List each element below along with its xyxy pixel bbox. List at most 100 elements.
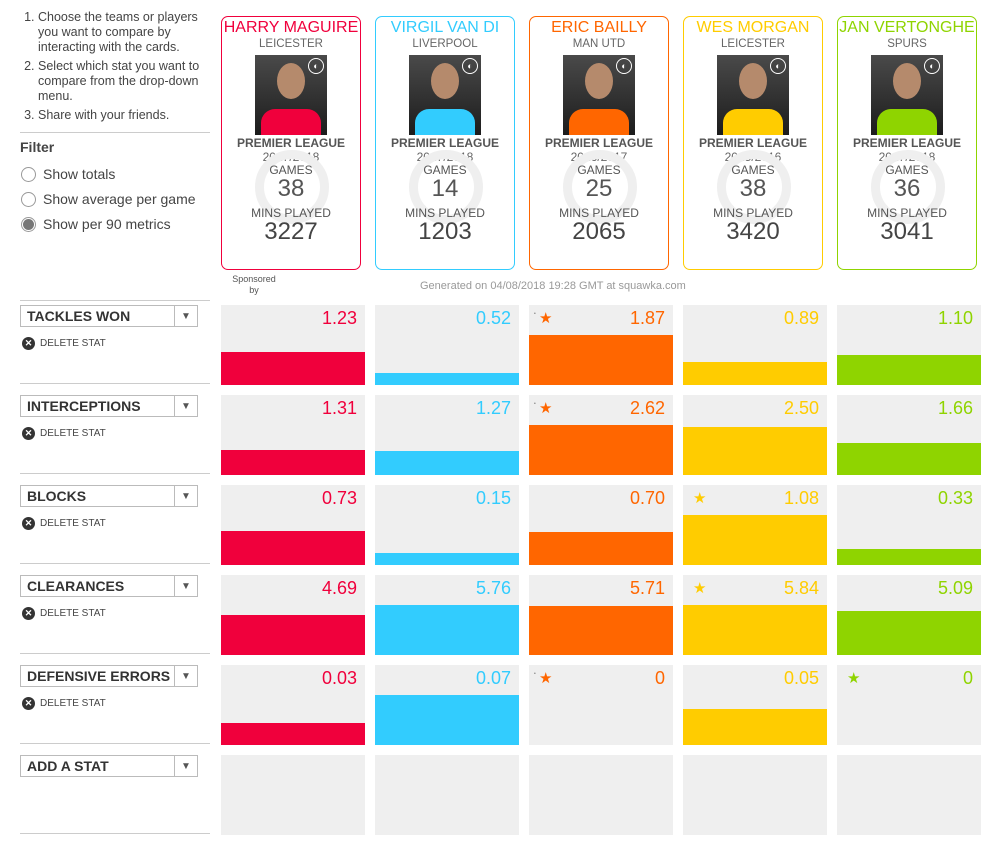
radio-button[interactable] (21, 166, 36, 182)
player-card[interactable]: WES MORGAN LEICESTER ◐ PREMIER LEAGUE 2015/2… (683, 16, 823, 270)
player-photo-icon: ◐ (409, 55, 481, 135)
chevron-down-icon[interactable]: ▼ (174, 396, 197, 416)
chevron-down-icon[interactable]: ▼ (174, 666, 197, 686)
player-league: PREMIER LEAGUE (544, 136, 653, 150)
empty-stat-cell (529, 755, 673, 835)
mins-label: MINS PLAYED (559, 206, 639, 220)
delete-stat-button[interactable]: ✕ DELETE STAT (22, 517, 106, 530)
mins-value: 3420 (726, 218, 780, 245)
filter-option-label: Show average per game (43, 191, 196, 207)
mins-label: MINS PLAYED (251, 206, 331, 220)
player-league: PREMIER LEAGUE (852, 136, 961, 150)
player-team: MAN UTD (572, 38, 626, 50)
stat-value: 1.08 (783, 488, 819, 508)
stat-value: 2.50 (783, 398, 819, 418)
mins-value: 3227 (264, 218, 318, 245)
stat-value: 0.73 (321, 488, 357, 508)
stat-dropdown[interactable]: BLOCKS ▼ (20, 485, 198, 507)
delete-stat-button[interactable]: ✕ DELETE STAT (22, 427, 106, 440)
squawka-badge-icon: ◐ (770, 58, 786, 74)
player-name[interactable]: WES MORGAN (696, 19, 810, 36)
stat-cell: 1.27 (375, 395, 519, 475)
games-label: GAMES (577, 163, 621, 177)
stat-value: 0.70 (629, 488, 665, 508)
stat-bar (683, 515, 827, 565)
instruction-item: Choose the teams or players you want to … (38, 10, 210, 55)
player-league: PREMIER LEAGUE (236, 136, 345, 150)
player-name[interactable]: JAN VERTONGHE (839, 19, 975, 36)
radio-button[interactable] (21, 216, 36, 232)
delete-stat-label: DELETE STAT (40, 518, 106, 529)
stat-dropdown[interactable]: DEFENSIVE ERRORS ▼ (20, 665, 198, 687)
stat-dropdown[interactable]: CLEARANCES ▼ (20, 575, 198, 597)
stat-dropdown[interactable]: INTERCEPTIONS ▼ (20, 395, 198, 417)
shirt-shape (723, 109, 783, 135)
stat-cell: • ★ 0 (529, 665, 673, 745)
delete-stat-button[interactable]: ✕ DELETE STAT (22, 337, 106, 350)
close-circle-icon[interactable]: ✕ (22, 427, 35, 440)
player-name[interactable]: ERIC BAILLY (551, 19, 647, 36)
mins-label: MINS PLAYED (713, 206, 793, 220)
stat-dropdown-label: INTERCEPTIONS (27, 398, 141, 414)
divider (20, 743, 210, 744)
sponsored-label: Sponsored by (232, 274, 276, 295)
stat-value: 0.89 (783, 308, 819, 328)
close-circle-icon[interactable]: ✕ (22, 697, 35, 710)
stat-ring (563, 150, 637, 224)
stat-value: 5.09 (937, 578, 973, 598)
player-card[interactable]: HARRY MAGUIRE LEICESTER ◐ PREMIER LEAGUE 201… (221, 16, 361, 270)
stat-cell: 0.89 (683, 305, 827, 385)
filter-option[interactable]: Show average per game (21, 191, 196, 207)
stat-value: 0 (654, 668, 665, 688)
chevron-down-icon[interactable]: ▼ (174, 486, 197, 506)
delete-stat-button[interactable]: ✕ DELETE STAT (22, 607, 106, 620)
stat-value: 1.23 (321, 308, 357, 328)
stat-value: 4.69 (321, 578, 357, 598)
filter-option[interactable]: Show totals (21, 166, 115, 182)
stat-ring (871, 150, 945, 224)
player-card[interactable]: VIRGIL VAN DI LIVERPOOL ◐ PREMIER LEAGUE 201… (375, 16, 515, 270)
chevron-down-icon[interactable]: ▼ (174, 306, 197, 326)
chevron-down-icon[interactable]: ▼ (174, 576, 197, 596)
games-label: GAMES (423, 163, 467, 177)
delete-stat-button[interactable]: ✕ DELETE STAT (22, 697, 106, 710)
stat-cell: 0.07 (375, 665, 519, 745)
add-stat-dropdown[interactable]: ADD A STAT ▼ (20, 755, 198, 777)
divider (20, 563, 210, 564)
radio-button[interactable] (21, 191, 36, 207)
mins-value: 2065 (572, 218, 626, 245)
stat-value: 0.15 (475, 488, 511, 508)
stat-bar (375, 451, 519, 475)
divider (20, 132, 210, 133)
divider (20, 300, 210, 301)
player-team: LEICESTER (259, 38, 323, 50)
filter-option[interactable]: Show per 90 metrics (21, 216, 171, 232)
stat-bar (529, 335, 673, 385)
stat-bar (683, 605, 827, 655)
stat-ring (409, 150, 483, 224)
stat-value: 0.07 (475, 668, 511, 688)
add-stat-label: ADD A STAT (27, 758, 109, 774)
player-name[interactable]: HARRY MAGUIRE (223, 19, 359, 36)
stat-cell: 0.70 (529, 485, 673, 565)
instructions-list: Choose the teams or players you want to … (20, 10, 210, 123)
stat-dropdown[interactable]: TACKLES WON ▼ (20, 305, 198, 327)
close-circle-icon[interactable]: ✕ (22, 517, 35, 530)
close-circle-icon[interactable]: ✕ (22, 607, 35, 620)
player-photo-icon: ◐ (871, 55, 943, 135)
player-card[interactable]: JAN VERTONGHE SPURS ◐ PREMIER LEAGUE 2017/20… (837, 16, 977, 270)
close-circle-icon[interactable]: ✕ (22, 337, 35, 350)
head-shape (739, 63, 767, 99)
stat-bar (529, 606, 673, 655)
games-value: 38 (277, 175, 305, 202)
chevron-down-icon[interactable]: ▼ (174, 756, 197, 776)
instructions: Choose the teams or players you want to … (20, 10, 210, 127)
squawka-badge-icon: ◐ (616, 58, 632, 74)
head-shape (585, 63, 613, 99)
stat-value: 1.31 (321, 398, 357, 418)
stat-bar (221, 615, 365, 655)
squawka-badge-icon: ◐ (462, 58, 478, 74)
player-card[interactable]: ERIC BAILLY MAN UTD ◐ PREMIER LEAGUE 2016/20… (529, 16, 669, 270)
stat-value: 1.10 (937, 308, 973, 328)
player-name[interactable]: VIRGIL VAN DI (390, 19, 500, 36)
